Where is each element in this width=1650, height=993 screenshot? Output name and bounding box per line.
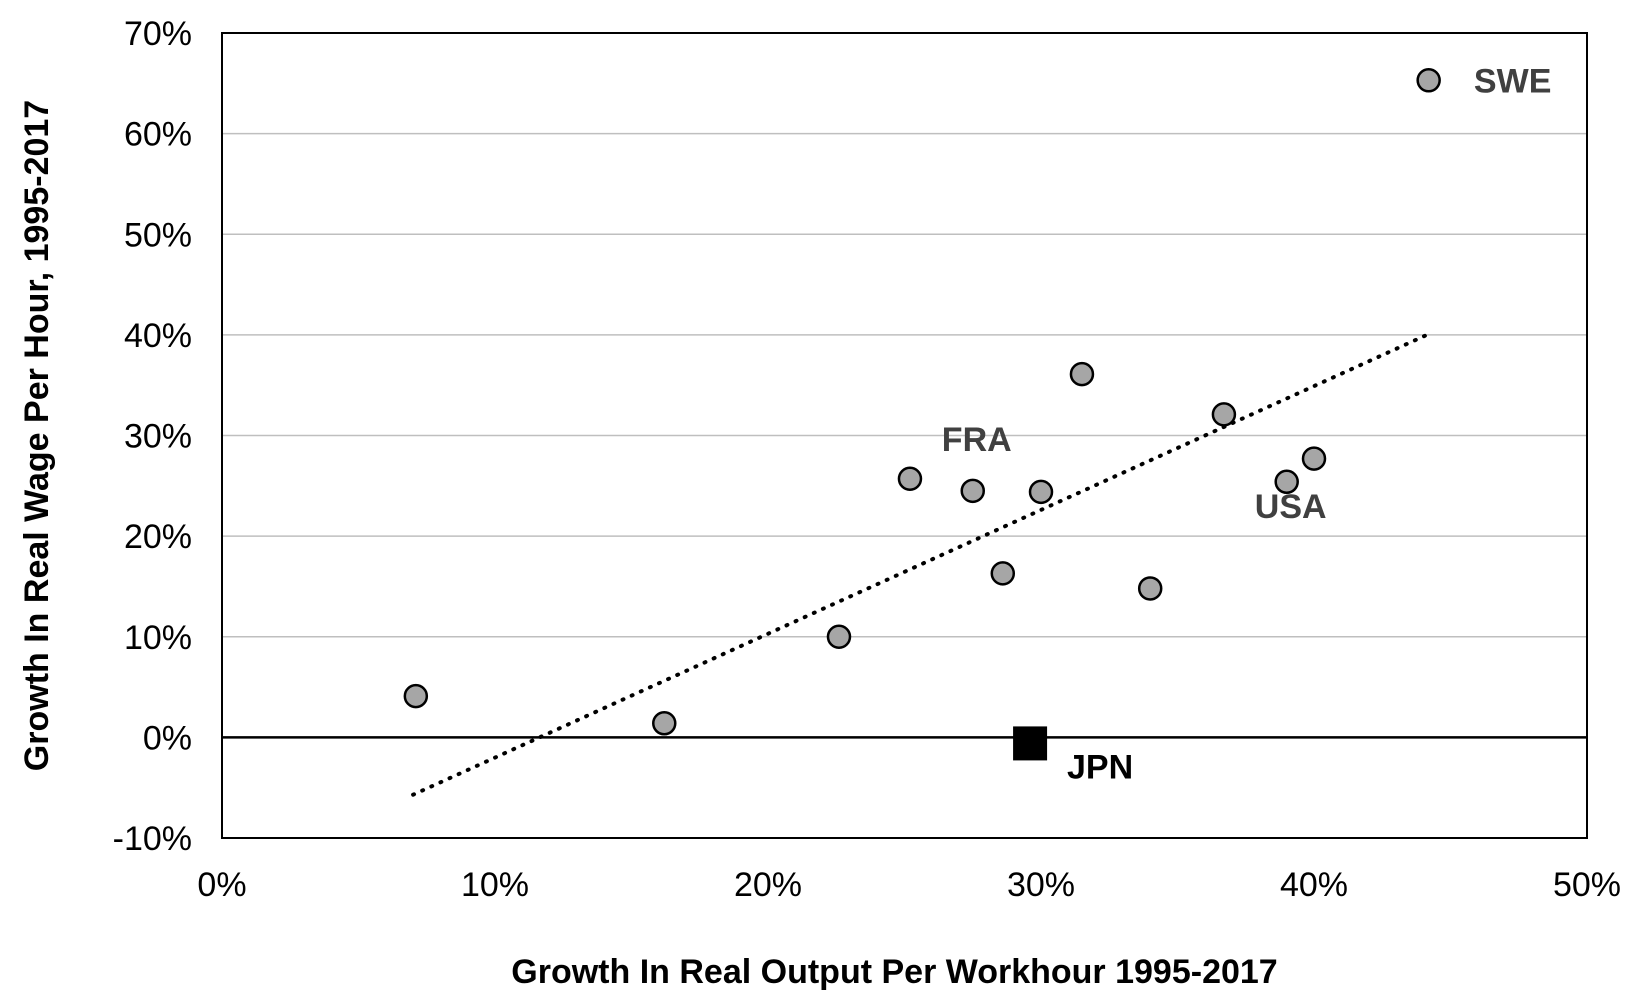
y-tick-label: 60%	[124, 116, 192, 154]
highlight-label: JPN	[1067, 748, 1133, 786]
x-axis-title: Growth In Real Output Per Workhour 1995-…	[511, 953, 1277, 991]
data-point	[990, 561, 1016, 586]
y-tick-label: -10%	[113, 820, 192, 858]
data-point	[960, 478, 985, 504]
x-tick-label: 0%	[197, 866, 246, 904]
y-tick-label: 40%	[124, 317, 192, 355]
y-tick-label: 0%	[143, 719, 192, 757]
highlight-point	[1013, 726, 1048, 761]
x-tick-label: 40%	[1280, 866, 1348, 904]
grid-lines	[222, 132, 1587, 638]
y-tick-label: 10%	[124, 619, 192, 657]
point-labels: FRA USA SWE JPN	[942, 62, 1552, 786]
x-tick-label: 30%	[1007, 866, 1075, 904]
x-tick-label: 50%	[1553, 866, 1621, 904]
data-point	[1137, 576, 1163, 601]
data-point	[1416, 68, 1441, 93]
trend-line	[411, 330, 1434, 797]
data-points	[403, 68, 1441, 761]
data-point	[1069, 361, 1095, 387]
point-label: USA	[1255, 488, 1327, 526]
y-tick-label: 20%	[124, 518, 192, 556]
data-point	[897, 466, 923, 492]
y-axis-tick-labels: -10% 0% 10% 20% 30% 40% 50% 60% 70%	[113, 15, 192, 858]
point-label: SWE	[1474, 62, 1551, 100]
data-point	[652, 711, 677, 736]
data-point	[1274, 469, 1299, 495]
data-point	[1211, 402, 1237, 427]
data-point	[1301, 446, 1327, 471]
x-tick-label: 10%	[461, 866, 529, 904]
y-axis-title: Growth In Real Wage Per Hour, 1995-2017	[18, 100, 56, 771]
data-point	[1028, 479, 1054, 505]
y-tick-label: 30%	[124, 418, 192, 456]
point-label: FRA	[942, 421, 1012, 459]
y-tick-label: 50%	[124, 216, 192, 254]
x-tick-label: 20%	[734, 866, 802, 904]
plot-area-frame	[221, 32, 1588, 839]
y-tick-label: 70%	[124, 15, 192, 53]
data-point	[826, 624, 852, 649]
data-point	[403, 683, 429, 709]
x-axis-tick-labels: 0% 10% 20% 30% 40% 50%	[197, 866, 1621, 904]
